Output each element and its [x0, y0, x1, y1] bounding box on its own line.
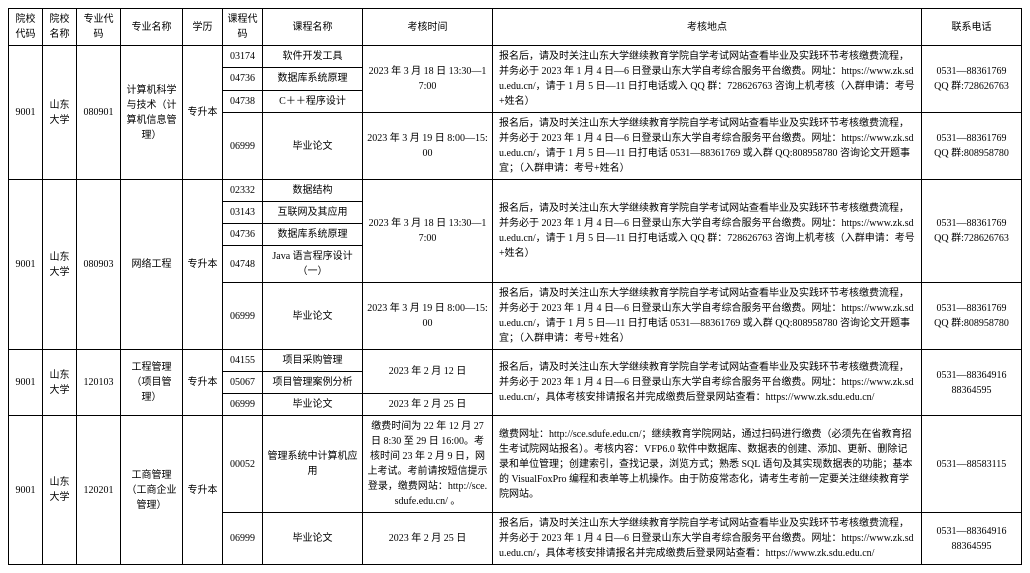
td-contact-tel: 0531—88364916 88364595 [922, 350, 1022, 416]
td-course-code: 02332 [223, 180, 263, 202]
td-exam-time: 2023 年 2 月 12 日 [363, 350, 493, 394]
td-exam-place: 缴费网址：http://sce.sdufe.edu.cn/；继续教育学院网站，通… [493, 416, 922, 513]
td-contact-tel: 0531—88361769 QQ 群:808958780 [922, 113, 1022, 180]
td-contact-tel: 0531—88583115 [922, 416, 1022, 513]
td-contact-tel: 0531—88361769 QQ 群:808958780 [922, 283, 1022, 350]
td-course-name: 数据结构 [263, 180, 363, 202]
th-course-code: 课程代码 [223, 9, 263, 46]
th-exam-time: 考核时间 [363, 9, 493, 46]
td-course-name: Java 语言程序设计（一） [263, 246, 363, 283]
exam-schedule-table: 院校代码 院校名称 专业代码 专业名称 学历 课程代码 课程名称 考核时间 考核… [8, 8, 1022, 565]
table-row: 9001山东大学120201工商管理（工商企业管理）专升本00052管理系统中计… [9, 416, 1022, 513]
td-course-code: 04155 [223, 350, 263, 372]
td-major-code: 080903 [77, 180, 121, 350]
td-course-code: 03174 [223, 46, 263, 68]
td-course-name: C＋＋程序设计 [263, 90, 363, 112]
td-major-code: 120201 [77, 416, 121, 565]
td-school-code: 9001 [9, 416, 43, 565]
td-exam-place: 报名后，请及时关注山东大学继续教育学院自学考试网站查看毕业及实践环节考核缴费流程… [493, 350, 922, 416]
td-exam-time: 2023 年 3 月 18 日 13:30—17:00 [363, 180, 493, 283]
td-exam-time: 2023 年 2 月 25 日 [363, 394, 493, 416]
td-course-code: 03143 [223, 202, 263, 224]
td-course-code: 06999 [223, 513, 263, 565]
td-school-name: 山东大学 [43, 416, 77, 565]
td-exam-place: 报名后，请及时关注山东大学继续教育学院自学考试网站查看毕业及实践环节考核缴费流程… [493, 46, 922, 113]
td-course-code: 04748 [223, 246, 263, 283]
td-school-name: 山东大学 [43, 46, 77, 180]
td-course-code: 05067 [223, 372, 263, 394]
td-course-code: 04738 [223, 90, 263, 112]
td-exam-time: 2023 年 3 月 19 日 8:00—15:00 [363, 283, 493, 350]
td-major-code: 080901 [77, 46, 121, 180]
td-course-name: 软件开发工具 [263, 46, 363, 68]
td-course-code: 06999 [223, 394, 263, 416]
td-exam-place: 报名后，请及时关注山东大学继续教育学院自学考试网站查看毕业及实践环节考核缴费流程… [493, 283, 922, 350]
table-row: 9001山东大学080903网络工程专升本02332数据结构2023 年 3 月… [9, 180, 1022, 202]
td-course-code: 00052 [223, 416, 263, 513]
th-school-name: 院校名称 [43, 9, 77, 46]
th-course-name: 课程名称 [263, 9, 363, 46]
td-major-name: 网络工程 [121, 180, 183, 350]
td-school-code: 9001 [9, 350, 43, 416]
th-exam-place: 考核地点 [493, 9, 922, 46]
td-exam-place: 报名后，请及时关注山东大学继续教育学院自学考试网站查看毕业及实践环节考核缴费流程… [493, 113, 922, 180]
th-school-code: 院校代码 [9, 9, 43, 46]
td-school-name: 山东大学 [43, 180, 77, 350]
table-row: 9001山东大学120103工程管理（项目管理）专升本04155项目采购管理20… [9, 350, 1022, 372]
td-course-name: 项目采购管理 [263, 350, 363, 372]
td-major-code: 120103 [77, 350, 121, 416]
td-course-code: 04736 [223, 68, 263, 90]
th-contact-tel: 联系电话 [922, 9, 1022, 46]
td-course-code: 06999 [223, 113, 263, 180]
td-exam-time: 2023 年 3 月 19 日 8:00—15:00 [363, 113, 493, 180]
td-contact-tel: 0531—88364916 88364595 [922, 513, 1022, 565]
th-major-name: 专业名称 [121, 9, 183, 46]
td-exam-time: 2023 年 3 月 18 日 13:30—17:00 [363, 46, 493, 113]
td-major-name: 工商管理（工商企业管理） [121, 416, 183, 565]
td-major-name: 工程管理（项目管理） [121, 350, 183, 416]
td-course-name: 毕业论文 [263, 283, 363, 350]
table-header-row: 院校代码 院校名称 专业代码 专业名称 学历 课程代码 课程名称 考核时间 考核… [9, 9, 1022, 46]
td-course-name: 管理系统中计算机应用 [263, 416, 363, 513]
td-major-name: 计算机科学与技术（计算机信息管理） [121, 46, 183, 180]
td-course-name: 毕业论文 [263, 394, 363, 416]
table-row: 9001山东大学080901计算机科学与技术（计算机信息管理）专升本03174软… [9, 46, 1022, 68]
td-exam-place: 报名后，请及时关注山东大学继续教育学院自学考试网站查看毕业及实践环节考核缴费流程… [493, 180, 922, 283]
td-contact-tel: 0531—88361769 QQ 群:728626763 [922, 46, 1022, 113]
td-education: 专升本 [183, 350, 223, 416]
td-education: 专升本 [183, 46, 223, 180]
td-exam-place: 报名后，请及时关注山东大学继续教育学院自学考试网站查看毕业及实践环节考核缴费流程… [493, 513, 922, 565]
td-contact-tel: 0531—88361769 QQ 群:728626763 [922, 180, 1022, 283]
td-course-code: 04736 [223, 224, 263, 246]
td-school-name: 山东大学 [43, 350, 77, 416]
td-course-name: 毕业论文 [263, 513, 363, 565]
td-education: 专升本 [183, 180, 223, 350]
td-exam-time: 缴费时间为 22 年 12 月 27 日 8:30 至 29 日 16:00。考… [363, 416, 493, 513]
td-education: 专升本 [183, 416, 223, 565]
td-school-code: 9001 [9, 46, 43, 180]
th-major-code: 专业代码 [77, 9, 121, 46]
td-school-code: 9001 [9, 180, 43, 350]
td-exam-time: 2023 年 2 月 25 日 [363, 513, 493, 565]
table-body: 9001山东大学080901计算机科学与技术（计算机信息管理）专升本03174软… [9, 46, 1022, 565]
td-course-name: 项目管理案例分析 [263, 372, 363, 394]
td-course-name: 数据库系统原理 [263, 68, 363, 90]
td-course-name: 数据库系统原理 [263, 224, 363, 246]
th-education: 学历 [183, 9, 223, 46]
td-course-code: 06999 [223, 283, 263, 350]
td-course-name: 互联网及其应用 [263, 202, 363, 224]
td-course-name: 毕业论文 [263, 113, 363, 180]
